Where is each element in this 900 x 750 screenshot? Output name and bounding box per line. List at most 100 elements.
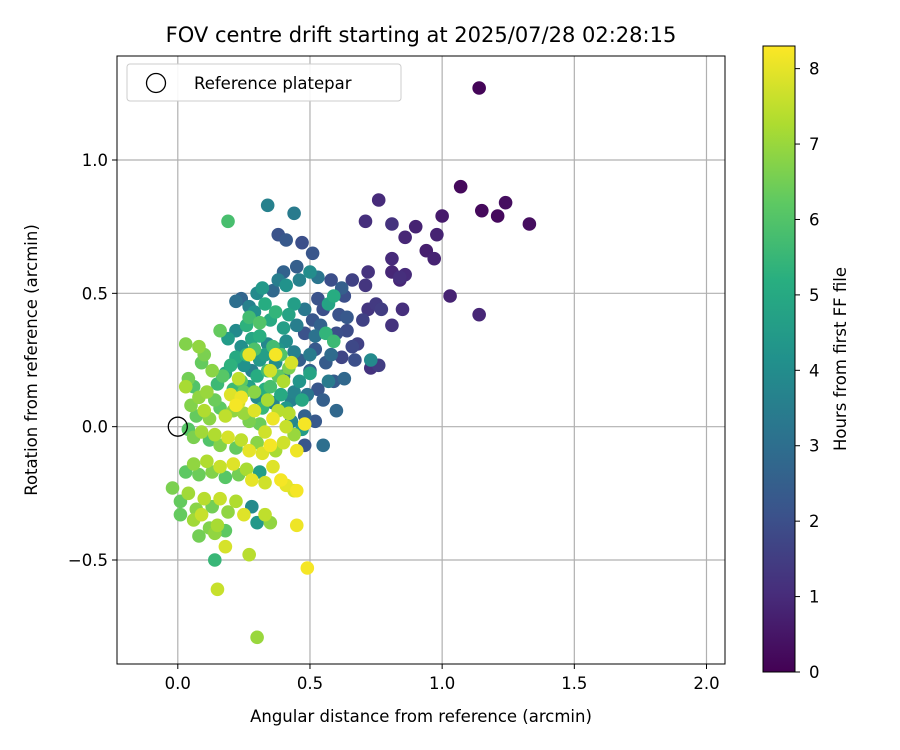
data-point <box>194 425 209 439</box>
x-axis-ticks: 0.0 0.5 1.0 1.5 2.0 <box>165 664 720 693</box>
data-point <box>348 353 362 367</box>
data-point <box>472 81 486 95</box>
data-point <box>197 491 212 506</box>
data-point <box>371 193 386 207</box>
data-point <box>395 302 410 317</box>
data-point <box>247 385 262 399</box>
data-point <box>258 297 272 311</box>
data-point <box>279 419 293 434</box>
colorbar-gradient <box>763 46 795 672</box>
data-point <box>289 483 304 498</box>
data-point <box>226 457 241 471</box>
data-point <box>215 369 230 383</box>
data-point <box>289 518 304 533</box>
x-axis-label: Angular distance from reference (arcmin) <box>250 707 592 726</box>
data-point <box>221 430 235 445</box>
data-point <box>358 278 373 293</box>
data-point <box>435 209 449 223</box>
data-point <box>374 302 389 317</box>
data-point <box>324 347 338 362</box>
data-point <box>178 337 193 351</box>
data-point <box>250 369 264 383</box>
colorbar-tick-label: 4 <box>809 361 820 380</box>
data-point <box>427 251 442 266</box>
data-point <box>208 553 222 567</box>
data-point <box>242 443 256 458</box>
data-point <box>274 387 288 402</box>
data-point <box>408 219 423 234</box>
data-point <box>297 417 312 431</box>
data-point <box>276 435 291 450</box>
data-point <box>303 265 317 279</box>
data-point <box>356 313 370 327</box>
data-point <box>266 459 280 474</box>
data-point <box>266 283 280 298</box>
data-point <box>165 481 180 495</box>
y-tick-label: 0.0 <box>82 418 108 437</box>
data-point <box>340 323 354 338</box>
data-point <box>289 318 304 333</box>
data-point <box>268 305 283 319</box>
data-point <box>250 630 264 645</box>
data-point <box>305 246 320 261</box>
data-point <box>316 438 330 453</box>
data-point <box>279 233 293 247</box>
data-point <box>300 561 315 575</box>
data-point <box>311 291 325 306</box>
data-point <box>231 371 246 386</box>
data-point <box>334 350 349 365</box>
data-point <box>218 470 233 485</box>
data-point <box>258 475 272 490</box>
data-point <box>181 486 196 501</box>
colorbar-tick-label: 1 <box>809 588 820 607</box>
data-point <box>276 374 291 389</box>
plot-frame <box>116 55 726 665</box>
y-tick-label: 0.5 <box>82 284 108 303</box>
data-point <box>247 403 262 418</box>
colorbar-frame <box>762 45 796 673</box>
data-point <box>287 297 301 311</box>
colorbar-tick-label: 7 <box>809 135 820 154</box>
colorbar-tick-label: 2 <box>809 512 820 531</box>
data-point <box>329 403 344 418</box>
data-point <box>194 507 209 522</box>
data-point <box>393 270 407 285</box>
data-point <box>522 217 537 231</box>
data-point <box>282 406 296 421</box>
data-point <box>297 302 312 317</box>
data-point <box>337 371 352 386</box>
data-point <box>229 398 243 413</box>
data-point <box>385 318 399 333</box>
data-point <box>385 217 399 231</box>
data-point <box>308 414 323 429</box>
data-point <box>223 387 238 402</box>
data-point <box>321 374 336 389</box>
data-point <box>258 425 272 439</box>
data-point <box>472 307 486 322</box>
x-tick-label: 1.0 <box>429 674 455 693</box>
data-point <box>173 507 188 522</box>
y-axis-ticks: −0.5 0.0 0.5 1.0 <box>68 151 117 570</box>
data-point <box>498 195 513 210</box>
data-point <box>229 494 243 509</box>
data-point <box>260 393 275 407</box>
data-point <box>192 529 206 543</box>
x-tick-label: 1.5 <box>561 674 587 693</box>
data-point <box>186 457 201 471</box>
data-point <box>287 206 301 221</box>
data-point <box>263 438 278 453</box>
data-point <box>245 473 259 487</box>
data-point <box>326 289 341 303</box>
data-point <box>363 353 378 367</box>
data-point <box>229 294 243 309</box>
data-point <box>490 209 505 223</box>
data-point <box>200 454 214 469</box>
data-point <box>255 281 270 295</box>
data-point <box>295 235 309 250</box>
data-point <box>303 347 317 362</box>
data-point <box>358 214 373 229</box>
data-point <box>295 393 309 407</box>
legend-box <box>126 63 402 102</box>
data-point <box>252 315 267 330</box>
